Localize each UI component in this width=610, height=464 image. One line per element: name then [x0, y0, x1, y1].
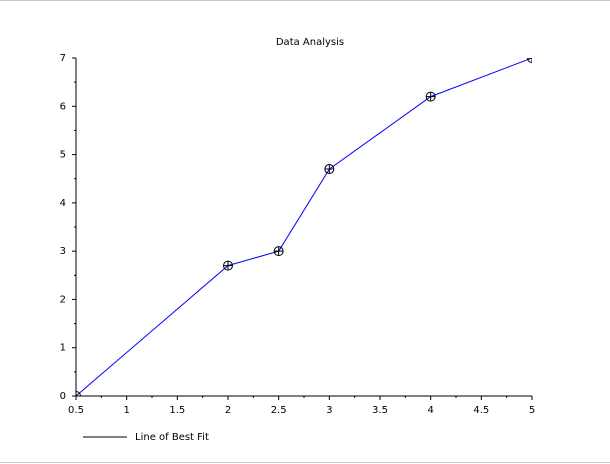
y-tick-label: 4: [60, 198, 66, 209]
x-tick-label: 2.5: [271, 405, 287, 416]
data-point: [223, 260, 233, 271]
data-point: [527, 58, 532, 63]
marker-cross: [223, 261, 233, 271]
y-tick-label: 5: [60, 150, 66, 161]
x-tick-label: 1.5: [169, 405, 185, 416]
y-tick-label: 0: [60, 391, 66, 402]
x-tick-label: 4.5: [473, 405, 489, 416]
x-tick-label: 4: [427, 405, 433, 416]
x-tick-label: 3: [326, 405, 332, 416]
series-line: [76, 58, 532, 396]
x-tick-label: 5: [529, 405, 535, 416]
x-tick-label: 1: [123, 405, 129, 416]
y-tick-label: 6: [60, 101, 66, 112]
y-tick-label: 2: [60, 294, 66, 305]
y-tick-label: 7: [60, 53, 66, 64]
marker-cross: [274, 246, 284, 256]
data-point: [273, 246, 284, 257]
chart-title: Data Analysis: [276, 37, 344, 48]
marker-cross: [324, 164, 334, 174]
x-tick-label: 2: [225, 405, 231, 416]
x-tick-label: 0.5: [68, 405, 84, 416]
plot-area: [76, 58, 532, 396]
data-point: [425, 91, 436, 102]
x-tick-label: 3.5: [372, 405, 388, 416]
marker-cross: [426, 92, 436, 102]
data-point: [324, 164, 335, 175]
y-tick-label: 1: [60, 343, 66, 354]
y-tick-label: 3: [60, 246, 66, 257]
legend-label: Line of Best Fit: [135, 432, 209, 443]
